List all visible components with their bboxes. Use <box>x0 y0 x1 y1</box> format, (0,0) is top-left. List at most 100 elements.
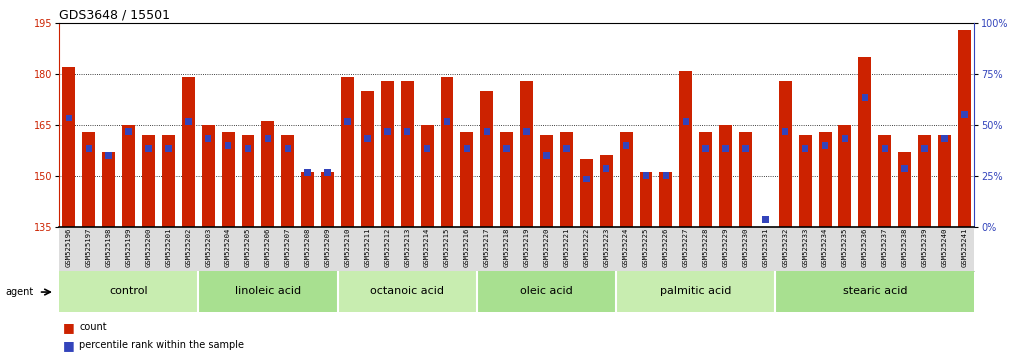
Text: octanoic acid: octanoic acid <box>370 286 444 296</box>
Text: GSM525228: GSM525228 <box>703 228 709 267</box>
Text: GSM525241: GSM525241 <box>961 228 967 267</box>
Bar <box>225 142 231 149</box>
Bar <box>165 145 172 152</box>
Bar <box>162 135 175 227</box>
Text: GSM525225: GSM525225 <box>643 228 649 267</box>
Bar <box>640 172 653 227</box>
Bar <box>580 159 593 227</box>
Bar <box>879 135 891 227</box>
Bar <box>145 145 152 152</box>
Bar <box>901 165 908 172</box>
Bar <box>62 67 75 227</box>
Text: GSM525220: GSM525220 <box>543 228 549 267</box>
Bar <box>819 132 832 227</box>
Text: GSM525202: GSM525202 <box>185 228 191 267</box>
Text: ■: ■ <box>63 321 75 334</box>
Bar <box>285 145 291 152</box>
Bar <box>762 216 769 223</box>
Bar <box>461 132 473 227</box>
Bar <box>802 145 809 152</box>
Bar <box>106 152 112 159</box>
Bar <box>324 169 331 176</box>
Text: GSM525205: GSM525205 <box>245 228 251 267</box>
Bar <box>563 145 570 152</box>
Bar <box>659 172 672 227</box>
Text: GSM525234: GSM525234 <box>822 228 828 267</box>
Bar <box>961 111 967 118</box>
Bar <box>125 128 132 135</box>
Bar <box>85 145 93 152</box>
Bar <box>198 271 338 312</box>
Bar <box>301 172 314 227</box>
Text: stearic acid: stearic acid <box>842 286 907 296</box>
Bar <box>882 145 888 152</box>
Bar <box>321 172 334 227</box>
Bar <box>477 271 616 312</box>
Text: GSM525201: GSM525201 <box>166 228 172 267</box>
Text: GSM525230: GSM525230 <box>742 228 749 267</box>
Bar <box>775 271 974 312</box>
Text: GSM525199: GSM525199 <box>126 228 131 267</box>
Bar <box>66 115 72 121</box>
Bar <box>600 155 612 227</box>
Bar <box>700 132 712 227</box>
Text: agent: agent <box>5 287 34 297</box>
Bar <box>918 135 931 227</box>
Bar <box>341 77 354 227</box>
Bar <box>142 135 155 227</box>
Text: linoleic acid: linoleic acid <box>235 286 301 296</box>
Bar <box>424 145 430 152</box>
Text: GSM525224: GSM525224 <box>623 228 630 267</box>
Bar <box>282 135 294 227</box>
Bar <box>858 57 872 227</box>
Text: percentile rank within the sample: percentile rank within the sample <box>79 340 244 350</box>
Bar <box>59 271 198 312</box>
Text: GSM525200: GSM525200 <box>145 228 152 267</box>
Bar <box>500 132 514 227</box>
Text: GSM525233: GSM525233 <box>802 228 809 267</box>
Bar <box>338 271 477 312</box>
Text: GSM525231: GSM525231 <box>763 228 769 267</box>
Bar <box>401 81 414 227</box>
Bar <box>643 172 649 179</box>
Bar <box>540 135 553 227</box>
Text: GSM525226: GSM525226 <box>663 228 669 267</box>
Text: GSM525227: GSM525227 <box>682 228 689 267</box>
Bar <box>798 135 812 227</box>
Bar <box>464 145 470 152</box>
Text: GSM525213: GSM525213 <box>404 228 410 267</box>
Text: GSM525223: GSM525223 <box>603 228 609 267</box>
Bar <box>222 132 235 227</box>
Text: GSM525196: GSM525196 <box>66 228 72 267</box>
Bar <box>616 271 775 312</box>
Text: GSM525206: GSM525206 <box>264 228 271 267</box>
Text: GSM525217: GSM525217 <box>484 228 490 267</box>
Text: count: count <box>79 322 107 332</box>
Bar <box>742 145 749 152</box>
Text: oleic acid: oleic acid <box>520 286 573 296</box>
Bar <box>404 128 411 135</box>
Bar <box>364 135 370 142</box>
Text: GSM525210: GSM525210 <box>345 228 351 267</box>
Text: control: control <box>109 286 147 296</box>
Text: GSM525214: GSM525214 <box>424 228 430 267</box>
Bar <box>201 125 215 227</box>
Bar <box>380 81 394 227</box>
Text: GSM525209: GSM525209 <box>324 228 331 267</box>
Text: GSM525222: GSM525222 <box>584 228 589 267</box>
Text: GSM525211: GSM525211 <box>364 228 370 267</box>
Bar <box>182 77 195 227</box>
Text: GSM525229: GSM525229 <box>722 228 728 267</box>
Text: GDS3648 / 15501: GDS3648 / 15501 <box>59 9 170 22</box>
Bar <box>703 145 709 152</box>
Bar <box>842 135 848 142</box>
Bar <box>682 118 689 125</box>
Text: palmitic acid: palmitic acid <box>660 286 731 296</box>
Text: GSM525218: GSM525218 <box>503 228 510 267</box>
Bar <box>524 128 530 135</box>
Text: GSM525235: GSM525235 <box>842 228 848 267</box>
Text: GSM525216: GSM525216 <box>464 228 470 267</box>
Bar <box>264 135 272 142</box>
Bar <box>345 118 351 125</box>
Bar <box>82 132 96 227</box>
